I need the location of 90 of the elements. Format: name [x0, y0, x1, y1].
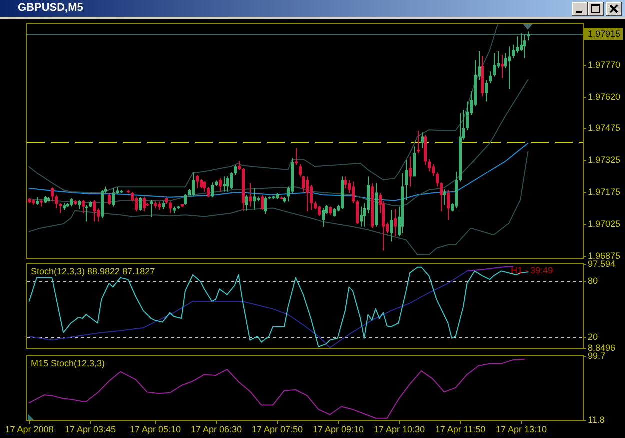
candlestick: [409, 156, 412, 188]
candlestick: [78, 200, 81, 210]
candlestick: [306, 176, 309, 212]
x-tick-label: 17 Apr 09:10: [312, 424, 364, 434]
candlestick: [466, 101, 469, 131]
candlestick: [360, 206, 363, 228]
y-tick-label: 1.97175: [588, 186, 621, 197]
x-tick-label: 17 Apr 11:50: [435, 424, 486, 434]
candlestick: [85, 204, 88, 222]
y-tick-label: 1.97025: [588, 218, 621, 229]
candlestick: [413, 146, 416, 178]
candlestick: [219, 178, 222, 192]
candlestick: [196, 174, 199, 189]
x-tick-label: 17 Apr 03:45: [64, 424, 116, 434]
candlestick: [440, 182, 443, 212]
candlestick: [516, 36, 519, 54]
candlestick: [264, 196, 267, 215]
chart-title: Stoch(12,3,3) 88.9822 87.1827: [31, 266, 156, 276]
candlestick: [417, 130, 420, 154]
candlestick: [344, 176, 347, 189]
candlestick: [302, 176, 305, 192]
candlestick: [230, 172, 233, 190]
y-tick-label: 11.8: [588, 414, 605, 425]
candlestick: [443, 188, 446, 206]
candlestick: [318, 206, 321, 217]
candlestick: [93, 200, 96, 222]
candlestick: [261, 194, 264, 210]
candlestick: [485, 79, 488, 102]
candlestick: [150, 200, 153, 218]
x-tick-label: 17 Apr 13:10: [496, 424, 548, 434]
x-tick-label: 17 Apr 10:30: [374, 424, 426, 434]
candlestick: [493, 52, 496, 78]
candlestick: [428, 158, 431, 172]
y-tick-label: 1.97475: [588, 122, 621, 133]
candlestick: [223, 176, 226, 192]
candlestick: [143, 196, 146, 212]
candlestick: [352, 181, 355, 204]
candlestick: [523, 34, 526, 59]
x-tick-label: 17 Apr 06:30: [190, 424, 242, 434]
y-tick-label: 99.7: [588, 350, 606, 361]
candlestick: [421, 132, 424, 149]
chart-title: GBPUSD,M5: [18, 2, 84, 15]
candlestick: [112, 188, 115, 208]
candlestick: [447, 190, 450, 220]
x-tick-label: 17 Apr 2008: [5, 424, 54, 434]
candlestick: [310, 184, 313, 210]
y-tick-label: 1.97770: [588, 60, 621, 70]
candlestick: [436, 172, 439, 188]
x-tick-label: 17 Apr 07:50: [252, 424, 304, 434]
candlestick: [322, 208, 325, 228]
candlestick: [253, 188, 256, 210]
y-tick-label: 1.97620: [588, 92, 621, 102]
candlestick: [390, 209, 393, 242]
candlestick: [82, 200, 85, 214]
candlestick: [234, 164, 237, 176]
x-tick-label: 17 Apr 05:10: [130, 424, 182, 434]
candlestick: [192, 172, 195, 198]
candlestick: [295, 148, 298, 166]
candlestick: [394, 208, 397, 238]
candlestick: [508, 46, 511, 90]
candlestick: [108, 193, 111, 206]
y-tick-label: 1.97325: [588, 154, 621, 165]
annotation: H1 - 39:49: [510, 265, 553, 276]
candlestick: [245, 194, 248, 212]
candlestick: [489, 71, 492, 84]
candlestick: [299, 164, 302, 178]
candlestick: [504, 52, 507, 69]
y-tick-label: 1.96875: [588, 250, 621, 261]
candlestick: [405, 160, 408, 201]
y-tick-label: 80: [588, 276, 598, 286]
candlestick: [184, 194, 187, 206]
candlestick: [211, 182, 214, 198]
candlestick: [51, 186, 54, 202]
candlestick: [59, 202, 62, 214]
candlestick: [207, 186, 210, 198]
y-tick-label: 8.8496: [588, 342, 616, 353]
candlestick: [226, 176, 229, 192]
candlestick: [55, 194, 58, 209]
candlestick: [139, 196, 142, 212]
candlestick: [249, 182, 252, 208]
y-tick-label: 20: [588, 332, 598, 342]
y-tick-label: 97.594: [588, 258, 616, 269]
chart-title: M15 Stoch(12,3,3): [31, 358, 106, 368]
candlestick: [356, 200, 359, 225]
candlestick: [169, 201, 172, 214]
candlestick: [501, 54, 504, 79]
candlestick: [135, 196, 138, 212]
candlestick: [512, 44, 515, 59]
ref-line-label: 1.97915: [588, 28, 621, 39]
candlestick: [432, 164, 435, 177]
